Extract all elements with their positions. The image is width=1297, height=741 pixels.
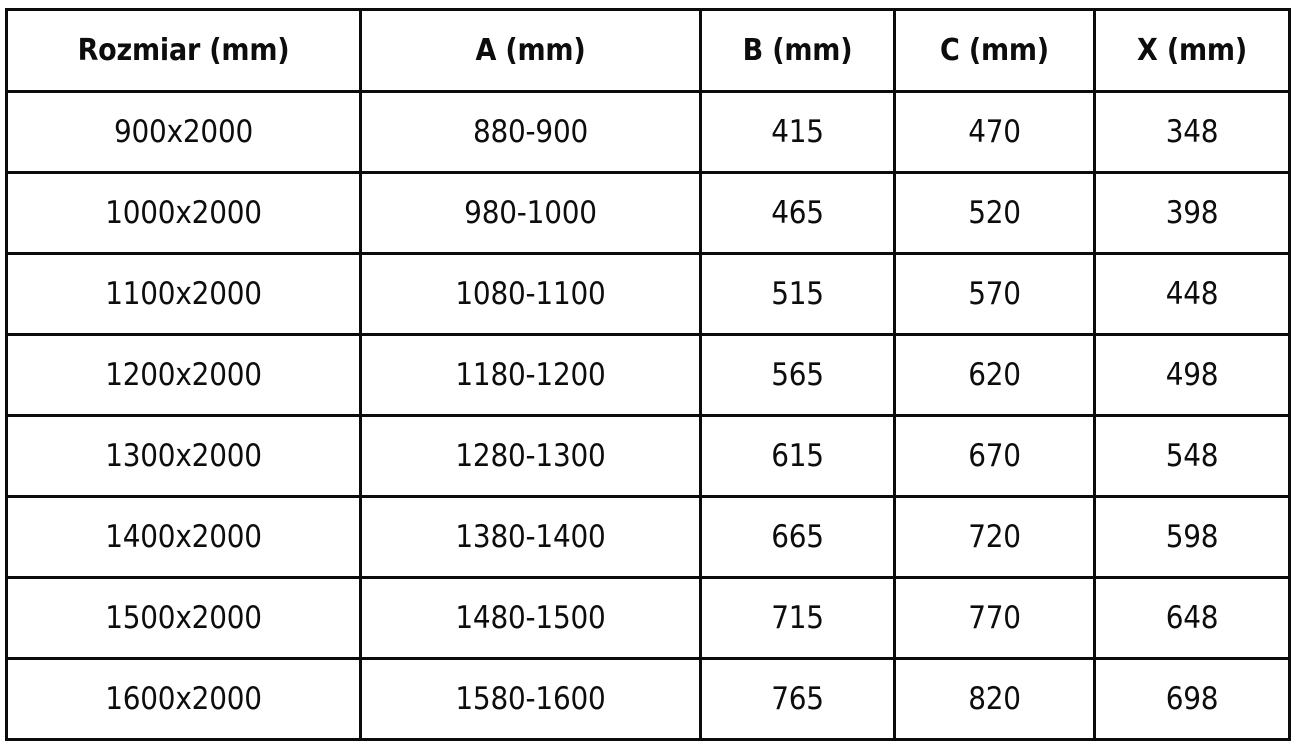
table-row: 1400x2000 1380-1400 665 720 598	[5, 495, 1291, 579]
cell-b: 615	[699, 414, 896, 498]
column-header-x: X (mm)	[1093, 8, 1291, 93]
cell-x: 648	[1093, 576, 1291, 660]
cell-x: 348	[1093, 90, 1291, 174]
cell-x: 698	[1093, 657, 1291, 741]
cell-size: 1400x2000	[5, 495, 362, 579]
cell-x: 398	[1093, 171, 1291, 255]
cell-c: 670	[893, 414, 1096, 498]
table-row: 1000x2000 980-1000 465 520 398	[5, 171, 1291, 255]
cell-a: 1380-1400	[359, 495, 702, 579]
cell-a: 1280-1300	[359, 414, 702, 498]
cell-size: 1600x2000	[5, 657, 362, 741]
cell-c: 720	[893, 495, 1096, 579]
table-row: 1300x2000 1280-1300 615 670 548	[5, 414, 1291, 498]
cell-size: 1000x2000	[5, 171, 362, 255]
cell-b: 465	[699, 171, 896, 255]
cell-c: 570	[893, 252, 1096, 336]
cell-c: 770	[893, 576, 1096, 660]
dimensions-table: Rozmiar (mm) A (mm) B (mm) C (mm) X (mm)…	[5, 8, 1291, 741]
table-header-row: Rozmiar (mm) A (mm) B (mm) C (mm) X (mm)	[5, 8, 1291, 93]
cell-a: 1080-1100	[359, 252, 702, 336]
column-header-c: C (mm)	[893, 8, 1096, 93]
cell-x: 548	[1093, 414, 1291, 498]
table-row: 900x2000 880-900 415 470 348	[5, 90, 1291, 174]
cell-b: 565	[699, 333, 896, 417]
table-row: 1200x2000 1180-1200 565 620 498	[5, 333, 1291, 417]
cell-size: 900x2000	[5, 90, 362, 174]
table-row: 1600x2000 1580-1600 765 820 698	[5, 657, 1291, 741]
cell-a: 1480-1500	[359, 576, 702, 660]
cell-b: 765	[699, 657, 896, 741]
cell-b: 715	[699, 576, 896, 660]
cell-x: 498	[1093, 333, 1291, 417]
cell-a: 1180-1200	[359, 333, 702, 417]
cell-x: 448	[1093, 252, 1291, 336]
column-header-size: Rozmiar (mm)	[5, 8, 362, 93]
cell-c: 520	[893, 171, 1096, 255]
table-row: 1100x2000 1080-1100 515 570 448	[5, 252, 1291, 336]
table-body: 900x2000 880-900 415 470 348 1000x2000 9…	[5, 90, 1291, 741]
cell-size: 1200x2000	[5, 333, 362, 417]
cell-b: 515	[699, 252, 896, 336]
column-header-b: B (mm)	[699, 8, 896, 93]
cell-a: 1580-1600	[359, 657, 702, 741]
cell-size: 1300x2000	[5, 414, 362, 498]
cell-a: 980-1000	[359, 171, 702, 255]
column-header-a: A (mm)	[359, 8, 702, 93]
cell-b: 415	[699, 90, 896, 174]
cell-size: 1100x2000	[5, 252, 362, 336]
specification-sheet: Rozmiar (mm) A (mm) B (mm) C (mm) X (mm)…	[5, 8, 1291, 741]
cell-size: 1500x2000	[5, 576, 362, 660]
table-header: Rozmiar (mm) A (mm) B (mm) C (mm) X (mm)	[5, 8, 1291, 93]
cell-a: 880-900	[359, 90, 702, 174]
cell-b: 665	[699, 495, 896, 579]
cell-x: 598	[1093, 495, 1291, 579]
table-row: 1500x2000 1480-1500 715 770 648	[5, 576, 1291, 660]
cell-c: 620	[893, 333, 1096, 417]
cell-c: 820	[893, 657, 1096, 741]
cell-c: 470	[893, 90, 1096, 174]
